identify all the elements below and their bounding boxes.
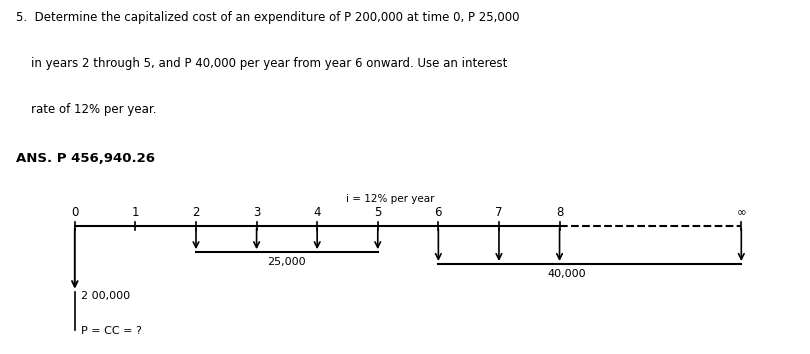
Text: rate of 12% per year.: rate of 12% per year.	[16, 103, 156, 116]
Text: 1: 1	[132, 206, 139, 219]
Text: 40,000: 40,000	[548, 269, 586, 279]
Text: P = CC = ?: P = CC = ?	[81, 326, 142, 336]
Text: ∞: ∞	[736, 206, 746, 219]
Text: 5: 5	[374, 206, 382, 219]
Text: 2: 2	[192, 206, 200, 219]
Text: 0: 0	[71, 206, 79, 219]
Text: ANS. P 456,940.26: ANS. P 456,940.26	[16, 152, 156, 165]
Text: 8: 8	[556, 206, 563, 219]
Text: 4: 4	[313, 206, 321, 219]
Text: 7: 7	[495, 206, 503, 219]
Text: in years 2 through 5, and P 40,000 per year from year 6 onward. Use an interest: in years 2 through 5, and P 40,000 per y…	[16, 57, 508, 70]
Text: 25,000: 25,000	[267, 257, 306, 267]
Text: 5.  Determine the capitalized cost of an expenditure of P 200,000 at time 0, P 2: 5. Determine the capitalized cost of an …	[16, 11, 520, 24]
Text: 2 00,000: 2 00,000	[81, 291, 130, 301]
Text: 3: 3	[253, 206, 260, 219]
Text: i = 12% per year: i = 12% per year	[346, 194, 434, 204]
Text: 6: 6	[435, 206, 442, 219]
